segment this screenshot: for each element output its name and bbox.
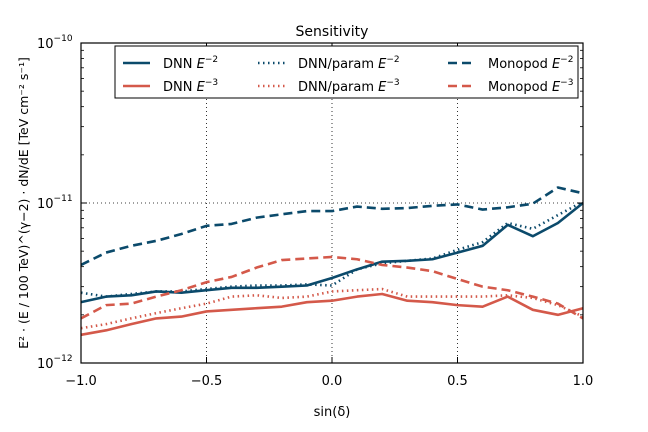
legend-label: DNN E−3 <box>163 78 218 95</box>
legend: DNN E−2 DNN E−3 DNN/param E−2 DNN/param E−3… <box>114 45 579 99</box>
y-tick-label: 10−12 <box>37 354 73 372</box>
x-tick-label: 0.5 <box>447 374 468 389</box>
legend-label: DNN/param E−2 <box>298 55 400 72</box>
legend-box <box>114 45 579 99</box>
series-line-monopod-e3 <box>80 255 584 320</box>
y-tick-label: 10−10 <box>37 34 73 52</box>
y-axis-label: E² · (E / 100 TeV)^(γ−2) · dN/dE [TeV cm… <box>16 57 31 349</box>
series-group <box>80 186 584 337</box>
grid <box>81 42 583 364</box>
series-line-dnn-param-e3 <box>80 287 584 330</box>
x-tick-label: 1.0 <box>573 374 594 389</box>
series-line-monopod-e2 <box>80 186 584 267</box>
x-tick-label: −1.0 <box>65 374 97 389</box>
x-tick-label: 0.0 <box>322 374 343 389</box>
series-line-dnn-e2 <box>80 201 584 304</box>
ticks: −1.0 −0.5 0.0 0.5 1.0 10−12 10−11 10−10 <box>37 34 593 389</box>
x-tick-label: −0.5 <box>191 374 223 389</box>
chart-title: Sensitivity <box>296 24 369 40</box>
legend-label: DNN/param E−3 <box>298 78 400 95</box>
legend-label: Monopod E−3 <box>488 78 573 95</box>
legend-label: DNN E−2 <box>163 55 218 72</box>
series-line-dnn-e3 <box>80 292 584 337</box>
y-tick-label: 10−11 <box>37 194 73 212</box>
x-axis-label: sin(δ) <box>314 405 351 420</box>
legend-label: Monopod E−2 <box>488 55 573 72</box>
